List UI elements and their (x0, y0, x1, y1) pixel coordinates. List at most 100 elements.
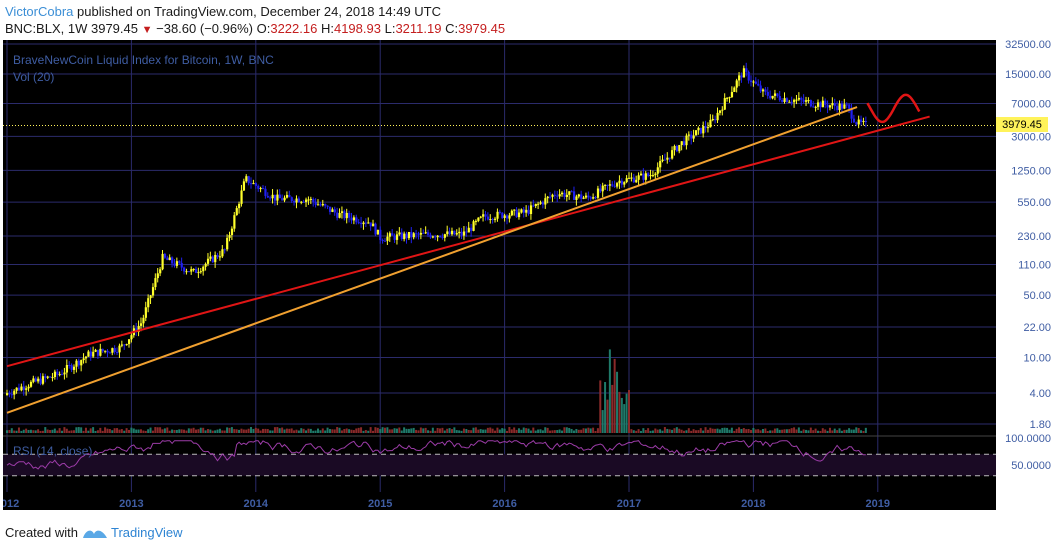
volume-bar (845, 429, 848, 433)
candle-body (130, 335, 133, 340)
volume-bar (156, 427, 159, 433)
volume-bar (94, 430, 97, 433)
candle-body (604, 184, 607, 186)
candle-body (276, 194, 279, 201)
volume-bar (659, 429, 662, 433)
candle-body (730, 91, 734, 98)
volume-bar (766, 430, 769, 433)
volume-bar (683, 430, 686, 433)
tradingview-brand[interactable]: TradingView (110, 525, 183, 540)
candle-body (486, 216, 490, 220)
volume-bars (6, 349, 867, 433)
candle-body (680, 141, 683, 146)
volume-bar (699, 428, 702, 433)
volume-bar (163, 428, 166, 433)
candle-body (183, 267, 186, 272)
volume-bar (474, 427, 477, 433)
candle-body (285, 194, 289, 198)
volume-bar (383, 427, 386, 433)
candle-body (613, 185, 616, 187)
volume-bar (544, 427, 547, 433)
volume-bar (328, 429, 331, 433)
candle-body (647, 173, 650, 176)
volume-bar (395, 428, 398, 433)
volume-bar (604, 382, 607, 433)
volume-bar (87, 430, 90, 433)
rsi-tick-label: 100.0000 (1005, 433, 1051, 445)
volume-bar (850, 429, 853, 433)
candle-body (592, 197, 595, 199)
candle-body (238, 203, 241, 209)
volume-bar (582, 428, 585, 433)
volume-bar (350, 429, 353, 433)
volume-bar (204, 430, 207, 433)
price-chart-svg[interactable]: 32500.00 15000.00 7000.00 3000.00 1250.00 550… (0, 39, 1056, 510)
volume-bar (206, 429, 209, 433)
volume-bar (785, 429, 788, 433)
volume-bar (692, 429, 695, 433)
candle-body (362, 222, 365, 225)
candle-body (388, 233, 391, 237)
volume-bar (596, 428, 599, 433)
volume-bar (706, 429, 709, 433)
volume-bar (673, 428, 676, 433)
y-tick-label: 22.00 (1023, 322, 1051, 334)
volume-bar (656, 429, 659, 433)
volume-bar (668, 429, 671, 433)
candle-body (87, 351, 90, 357)
volume-bar (381, 427, 384, 433)
volume-bar (814, 428, 817, 433)
candle-body (852, 118, 856, 123)
candle-body (333, 209, 336, 213)
candle-body (281, 198, 284, 201)
candle-body (790, 101, 793, 103)
candle-body (324, 204, 327, 206)
candle-body (735, 80, 738, 88)
candle-body (477, 217, 480, 221)
candle-body (139, 323, 143, 326)
candle-body (821, 100, 824, 108)
volume-bar (561, 430, 564, 433)
candlesticks (6, 62, 868, 400)
volume-bar (338, 427, 341, 433)
candle-body (470, 227, 473, 231)
volume-bar (764, 428, 767, 433)
candle-body (754, 81, 757, 84)
volume-bar (123, 430, 126, 433)
candle-body (838, 103, 841, 111)
volume-bar (783, 429, 786, 433)
volume-bar (821, 428, 824, 433)
candle-body (855, 122, 858, 125)
candle-body (616, 183, 619, 187)
volume-bar (738, 427, 741, 433)
candle-body (120, 344, 124, 346)
volume-bar (410, 428, 413, 433)
candle-body (68, 364, 71, 366)
candle-body (209, 256, 212, 259)
volume-bar (491, 428, 494, 433)
candle-body (94, 349, 97, 352)
candle-body (525, 209, 528, 213)
volume-bar (651, 430, 654, 433)
volume-bar (180, 429, 183, 433)
volume-bar (120, 429, 123, 433)
tradingview-logo-icon (82, 530, 107, 538)
volume-bar (400, 430, 403, 433)
chart-canvas[interactable]: 32500.00 15000.00 7000.00 3000.00 1250.00 550… (0, 39, 1056, 510)
volume-bar (450, 429, 453, 433)
volume-bar (644, 430, 647, 433)
volume-bar (197, 429, 200, 433)
volume-bar (429, 430, 432, 433)
volume-bar (510, 429, 513, 433)
volume-bar (759, 430, 762, 433)
candle-body (343, 211, 346, 219)
volume-bar (53, 428, 56, 433)
candle-body (840, 103, 844, 109)
candle-body (611, 184, 614, 186)
volume-bar (852, 429, 855, 433)
author-link[interactable]: VictorCobra (5, 4, 74, 19)
candle-body (264, 188, 267, 196)
volume-bar (606, 399, 609, 433)
volume-bar (372, 430, 375, 433)
volume-bar (484, 429, 487, 433)
